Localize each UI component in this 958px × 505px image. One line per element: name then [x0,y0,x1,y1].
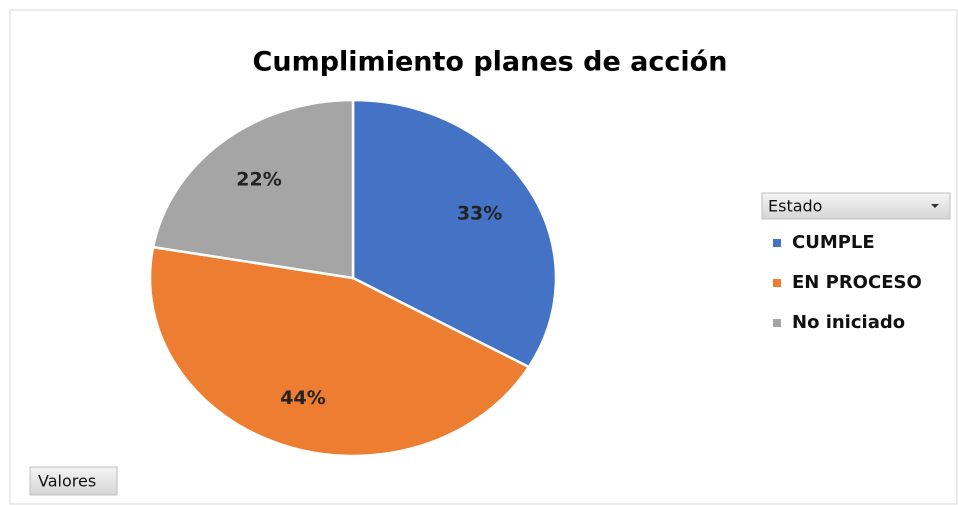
field-button[interactable] [29,466,118,496]
legend: Estado CUMPLE EN PROCESO No iniciado [761,192,951,333]
legend-header[interactable] [761,192,951,220]
legend-swatch [773,239,781,247]
legend-label: No iniciado [792,312,905,333]
field-button-label: Valores [38,472,96,491]
legend-label: CUMPLE [792,232,875,253]
legend-swatch [773,319,781,327]
data-label: 22% [236,168,281,190]
pie-slice [151,98,355,280]
chart-title: Cumplimiento planes de acción [253,47,728,78]
dropdown-arrow[interactable] [931,204,939,208]
pie-slice [351,98,558,369]
pie: 33% 44% 22% [148,98,558,458]
data-label: 33% [457,202,502,224]
legend-swatch [773,279,781,287]
legend-label: EN PROCESO [792,272,922,293]
data-label: 44% [280,387,325,409]
legend-title: Estado [768,197,822,216]
pie-slice [148,245,531,458]
